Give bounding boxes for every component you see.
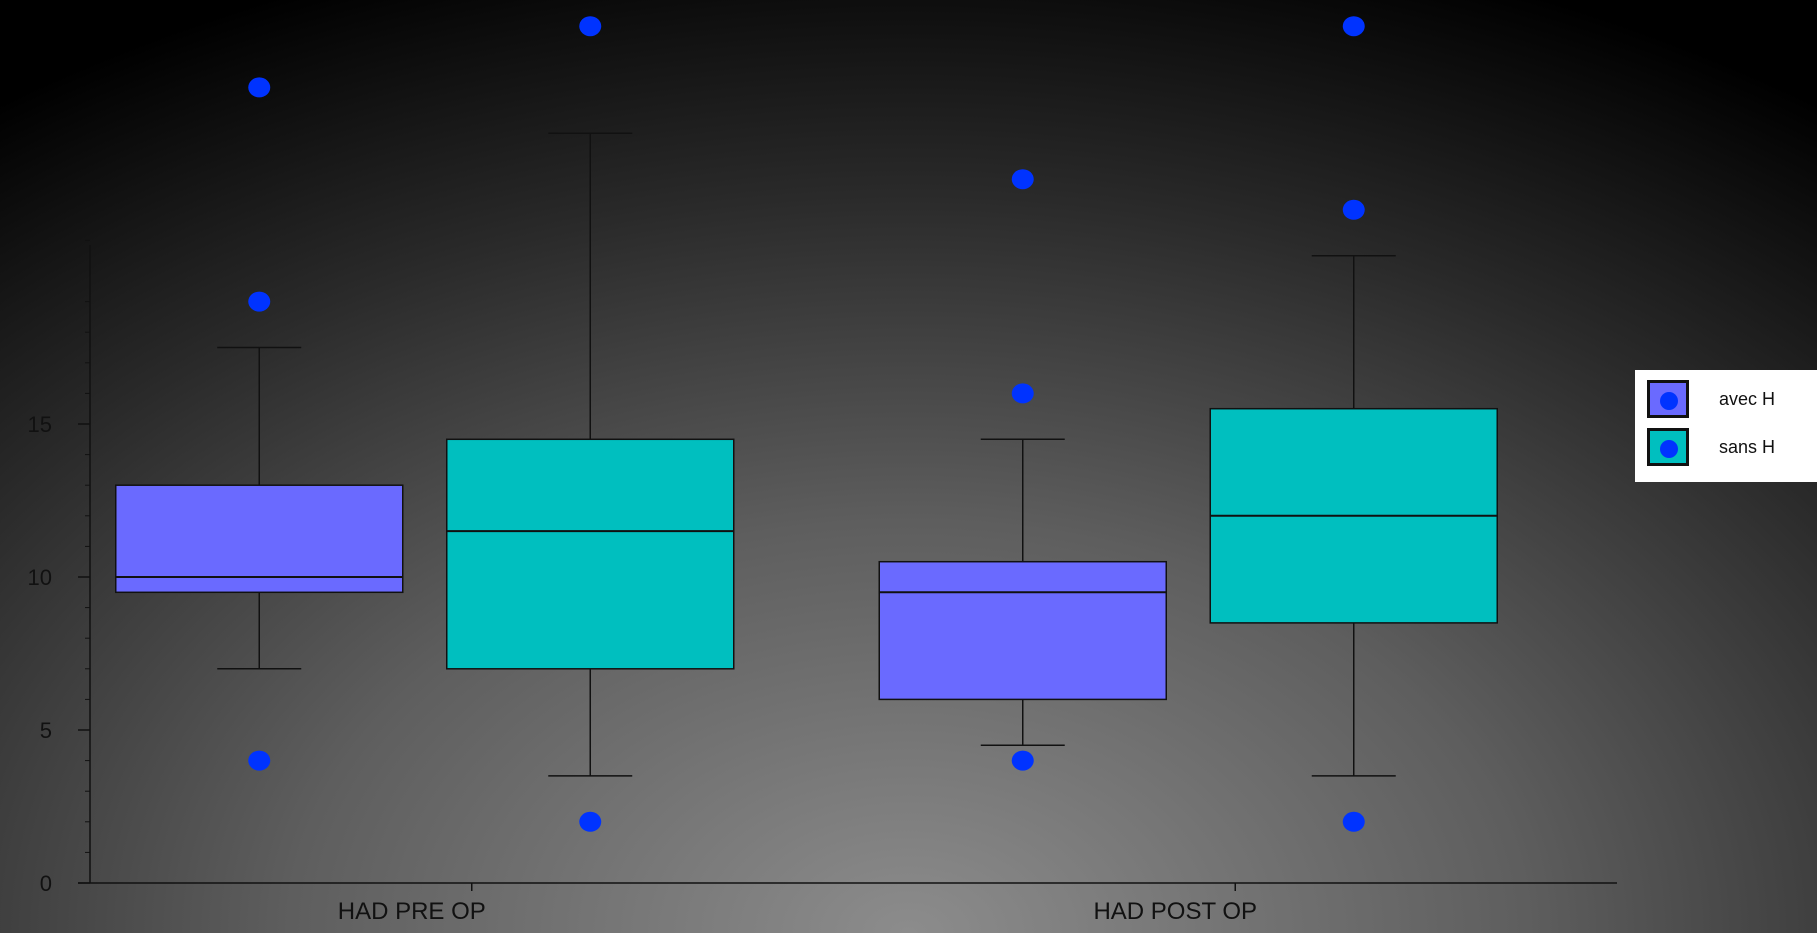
y-tick-label: 15 bbox=[28, 412, 52, 437]
y-tick-label: 0 bbox=[40, 871, 52, 896]
outlier-point bbox=[1011, 169, 1034, 190]
legend: avec H sans H bbox=[1635, 370, 1817, 482]
outlier-point bbox=[248, 291, 271, 312]
outlier-point bbox=[248, 77, 271, 98]
legend-marker-icon bbox=[1660, 440, 1678, 458]
outlier-point bbox=[1342, 811, 1365, 832]
box-sans-h bbox=[446, 438, 735, 670]
outlier-point bbox=[1011, 750, 1034, 771]
legend-label-sans-h: sans H bbox=[1719, 437, 1776, 457]
outlier-point bbox=[579, 811, 602, 832]
legend-label-avec-h: avec H bbox=[1719, 389, 1776, 409]
legend-item-sans-h: sans H bbox=[1647, 428, 1815, 468]
legend-swatch-avec-h bbox=[1647, 380, 1689, 418]
x-tick-label: HAD PRE OP bbox=[338, 898, 486, 925]
y-tick-label: 5 bbox=[40, 718, 52, 743]
outlier-point bbox=[579, 16, 602, 37]
legend-item-avec-h: avec H bbox=[1647, 380, 1815, 420]
legend-marker-icon bbox=[1660, 392, 1678, 410]
legend-swatch-sans-h bbox=[1647, 428, 1689, 466]
outlier-point bbox=[1342, 199, 1365, 220]
outlier-point bbox=[1011, 383, 1034, 404]
y-tick-label: 10 bbox=[28, 565, 52, 590]
x-tick-label: HAD POST OP bbox=[1093, 898, 1257, 925]
box-avec-h bbox=[115, 484, 404, 594]
outlier-point bbox=[1342, 16, 1365, 37]
outlier-point bbox=[248, 750, 271, 771]
box-avec-h bbox=[878, 560, 1167, 701]
